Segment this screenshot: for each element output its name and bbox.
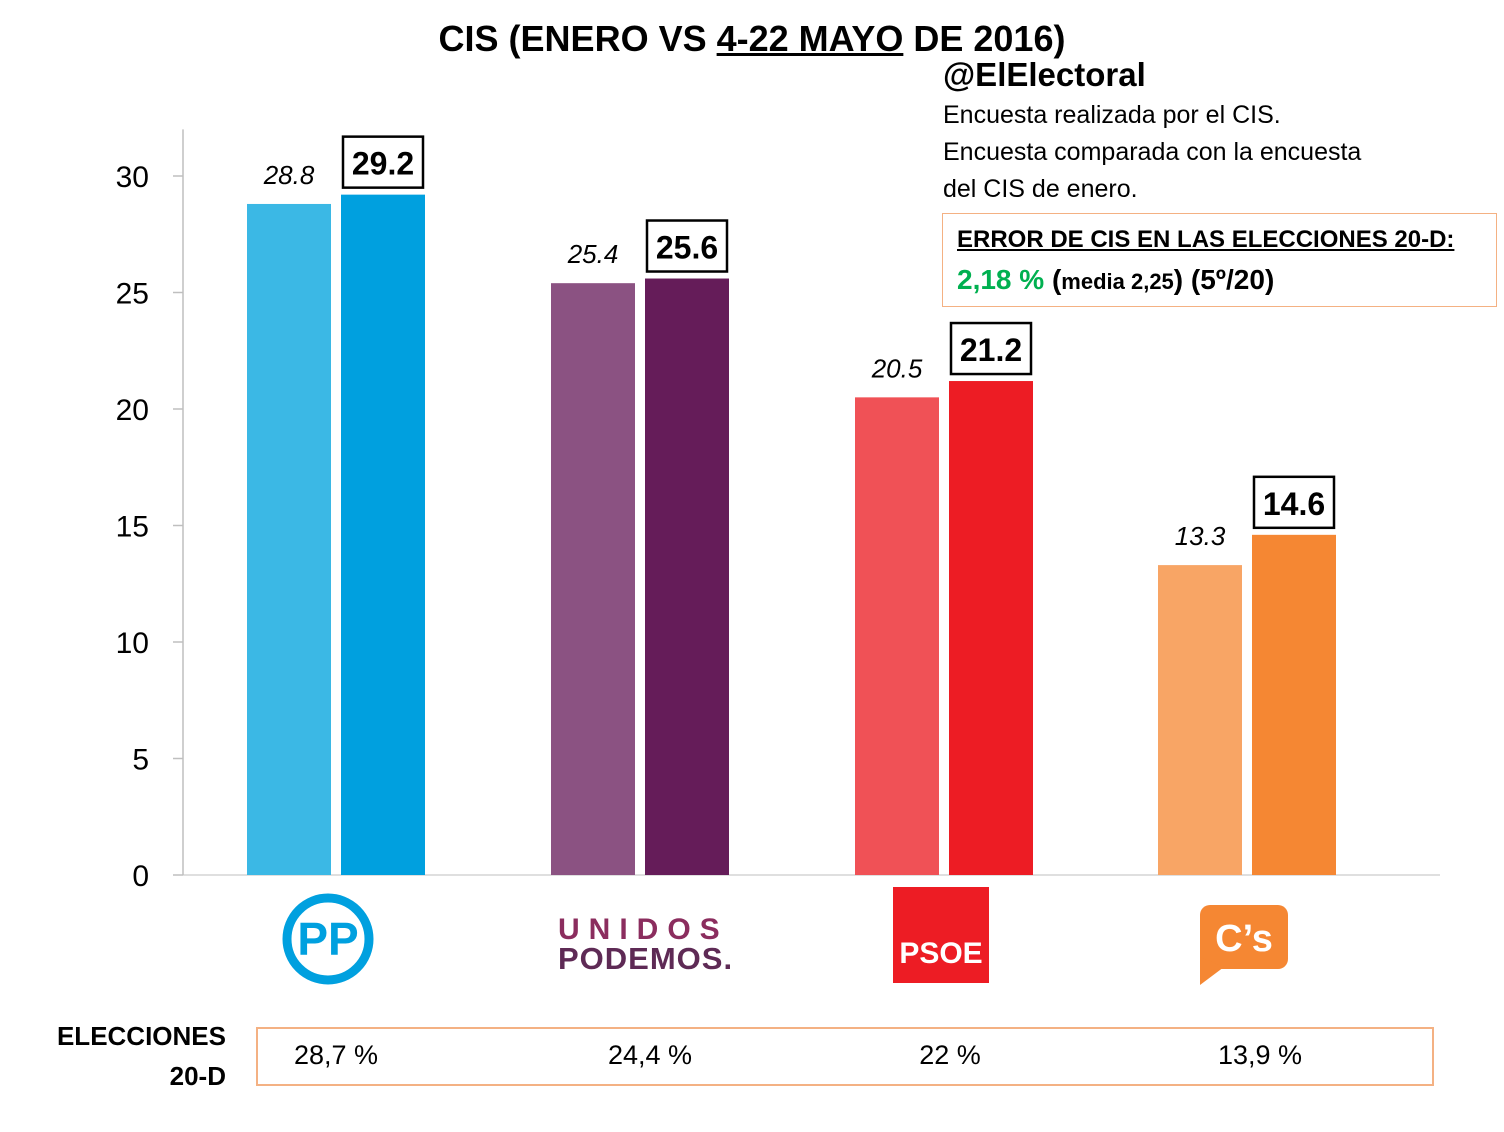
podemos-logo-bottom: PODEMOS.	[558, 941, 733, 975]
podemos-logo-top: UNIDOS	[558, 913, 729, 946]
error-media: media 2,25	[1061, 269, 1174, 294]
data-label-highlight: 14.6	[1263, 486, 1325, 522]
title-prefix: CIS (ENERO VS	[438, 18, 717, 59]
bar	[645, 278, 729, 875]
y-tick-label: 5	[132, 744, 149, 777]
y-tick-label: 10	[116, 627, 149, 660]
data-label-highlight: 29.2	[352, 146, 414, 182]
error-media-open: (	[1044, 264, 1062, 295]
y-tick-label: 15	[116, 511, 149, 544]
bar	[1158, 565, 1242, 875]
error-values: 2,18 % (media 2,25) (5º/20)	[957, 264, 1274, 296]
data-label-box	[645, 219, 729, 273]
pp-logo: PP	[282, 893, 374, 985]
error-value: 2,18 %	[957, 264, 1045, 295]
cs-logo: C’s	[1200, 905, 1288, 985]
data-label: 13.3	[1175, 521, 1226, 551]
bar	[341, 194, 425, 875]
y-tick-label: 30	[116, 161, 149, 194]
elecciones-label-line2: 20-D	[169, 1061, 226, 1091]
bars: 28.8 29.2 25.4 25.6 20.5 21.2 13.3 14.6	[247, 135, 1336, 875]
elecciones-label-line1: ELECCIONES	[56, 1021, 226, 1051]
elecciones-value-podemos: 24,4 %	[607, 1040, 693, 1070]
bar	[855, 397, 939, 875]
note-line-2: Encuesta comparada con la encuesta	[943, 138, 1362, 166]
bar	[551, 283, 635, 875]
elecciones-value-psoe: 22 %	[919, 1040, 981, 1070]
data-label-box	[949, 321, 1033, 376]
data-label-box	[1252, 475, 1336, 530]
y-tick-label: 20	[116, 394, 149, 427]
bar	[949, 381, 1033, 875]
elecciones-value-cs: 13,9 %	[1217, 1040, 1303, 1070]
pp-logo-text: PP	[297, 913, 358, 965]
bar	[1252, 534, 1336, 875]
error-box: ERROR DE CIS EN LAS ELECCIONES 20-D: 2,1…	[942, 213, 1497, 307]
data-label: 25.4	[567, 239, 619, 269]
note-line-1: Encuesta realizada por el CIS.	[943, 101, 1281, 129]
y-tick-label: 25	[116, 278, 149, 311]
data-label-highlight: 25.6	[656, 230, 718, 266]
title-underlined: 4-22 MAYO	[716, 18, 904, 59]
elecciones-value-pp: 28,7 %	[293, 1040, 379, 1070]
cs-logo-text: C’s	[1215, 918, 1273, 960]
chart-title: CIS (ENERO VS 4-22 MAYO DE 2016)	[0, 18, 1504, 60]
data-label-highlight: 21.2	[960, 332, 1022, 368]
error-rank: ) (5º/20)	[1173, 264, 1275, 295]
data-label: 20.5	[871, 353, 923, 383]
y-tick-label: 0	[132, 860, 149, 893]
data-label-box	[341, 135, 425, 189]
psoe-logo: PSOE	[893, 887, 989, 983]
elecciones-results-box	[256, 1027, 1434, 1086]
data-label: 28.8	[263, 160, 315, 190]
psoe-logo-text: PSOE	[899, 937, 982, 970]
twitter-handle: @ElElectoral	[943, 56, 1146, 93]
elecciones-label: ELECCIONES 20-D	[30, 1016, 226, 1096]
title-suffix: DE 2016)	[903, 18, 1066, 59]
podemos-logo: UNIDOS PODEMOS.	[558, 913, 733, 975]
error-heading: ERROR DE CIS EN LAS ELECCIONES 20-D:	[957, 226, 1455, 253]
bar	[247, 203, 331, 875]
note-line-3: del CIS de enero.	[943, 175, 1138, 203]
